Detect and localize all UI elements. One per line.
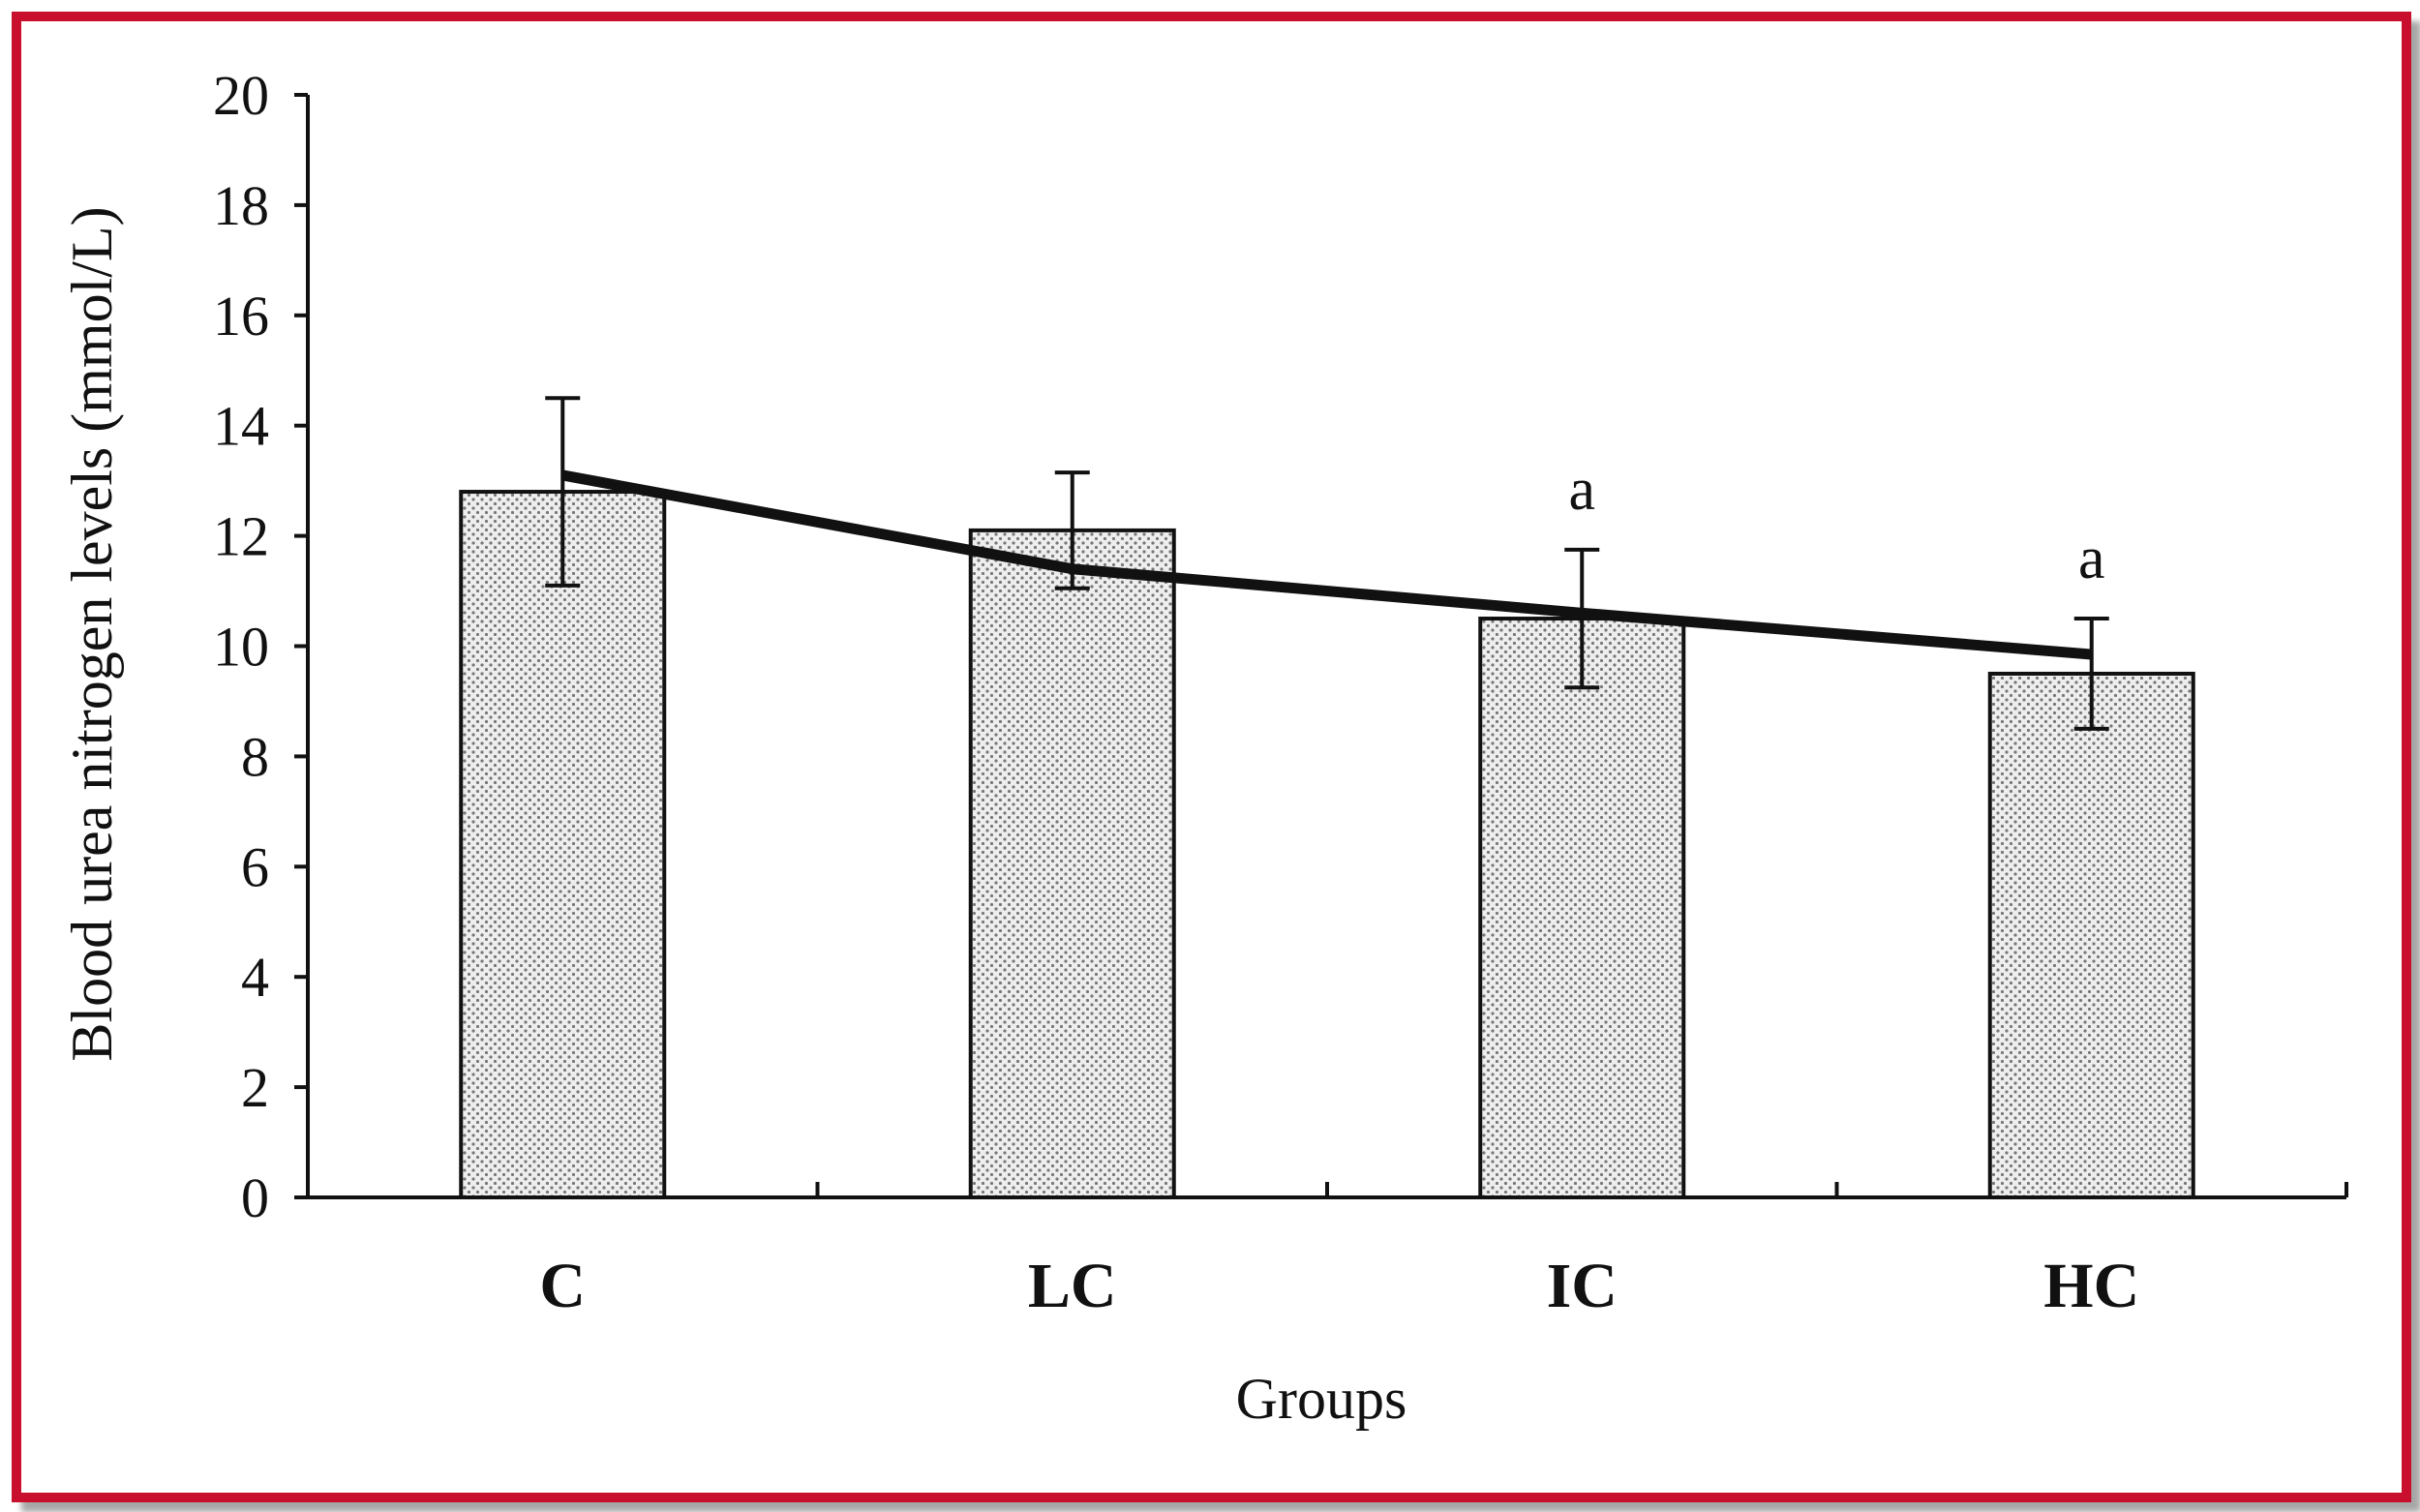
trendline-layer [561,469,2093,660]
axes-layer: 0 2 4 6 8 10 12 14 16 18 20 C LC IC HC [213,64,2348,1321]
y-axis-title-group: Blood urea nitrogen levels (mmol/L) [60,206,124,1061]
y-tick-label: 0 [241,1166,269,1229]
y-tick-label: 4 [241,946,269,1009]
y-axis-title: Blood urea nitrogen levels (mmol/L) [60,206,124,1061]
x-tick-label-LC: LC [1028,1251,1117,1321]
significance-label-IC: a [1568,457,1595,523]
bar-IC [1478,617,1686,1199]
x-axis-title: Groups [1236,1367,1407,1431]
y-tick-label: 10 [213,616,269,679]
bars-layer: aa [459,396,2195,1200]
y-tick-label: 16 [213,285,269,348]
bar-HC [1987,671,2195,1199]
x-tick-label-HC: HC [2043,1251,2139,1321]
significance-label-HC: a [2078,526,2105,591]
y-tick-label: 20 [213,64,269,127]
y-tick-label: 18 [213,174,269,237]
bar-LC [968,528,1176,1199]
y-tick-label: 8 [241,725,269,788]
y-tick-label: 6 [241,835,269,898]
trendline [561,469,2093,660]
y-tick-label: 12 [213,505,269,568]
bar-C [459,490,667,1200]
y-tick-label: 2 [241,1056,269,1119]
x-tick-label-IC: IC [1547,1251,1618,1321]
x-tick-label-C: C [539,1251,586,1321]
y-tick-label: 14 [213,395,269,458]
